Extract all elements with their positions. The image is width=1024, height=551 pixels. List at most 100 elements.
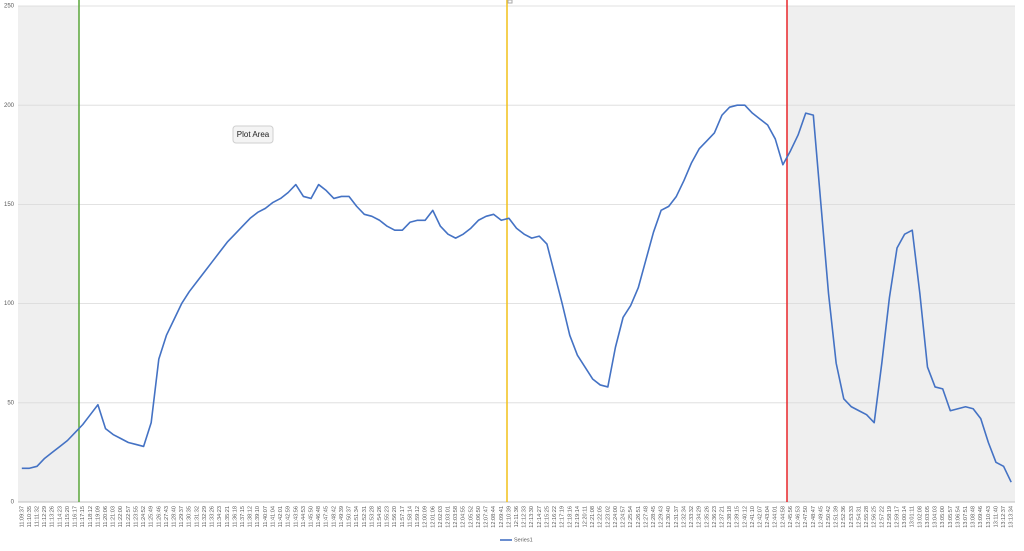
x-tick-label: 12:46:53 xyxy=(796,506,802,528)
x-tick-label: 11:56:20 xyxy=(392,506,398,527)
x-tick-label: 11:48:42 xyxy=(331,506,337,527)
x-tick-label: 11:52:31 xyxy=(362,506,368,527)
x-tick-label: 11:33:26 xyxy=(210,506,216,527)
x-tick-label: 11:42:01 xyxy=(278,506,284,527)
y-tick-label: 50 xyxy=(7,400,14,406)
x-tick-label: 11:58:14 xyxy=(407,506,413,527)
y-tick-label: 0 xyxy=(11,500,15,506)
x-tick-label: 12:27:48 xyxy=(643,506,649,528)
x-tick-label: 12:34:29 xyxy=(697,506,703,528)
x-tick-label: 12:59:17 xyxy=(895,506,901,528)
x-tick-label: 13:04:03 xyxy=(933,506,939,528)
x-tick-label: 11:19:09 xyxy=(95,506,101,527)
tooltip-box xyxy=(232,125,274,144)
x-tick-label: 11:32:29 xyxy=(202,506,208,527)
x-tick-label: 11:49:39 xyxy=(339,506,345,527)
x-tick-label: 13:05:00 xyxy=(940,506,946,528)
x-tick-label: 13:11:40 xyxy=(993,506,999,527)
x-tick-label: 12:50:42 xyxy=(826,506,832,528)
x-tick-label: 11:10:35 xyxy=(27,506,33,527)
x-tick-label: 12:42:07 xyxy=(758,506,764,528)
x-tick-label: 12:52:36 xyxy=(841,506,847,528)
x-tick-label: 11:53:28 xyxy=(369,506,375,527)
x-tick-label: 11:30:35 xyxy=(187,506,193,527)
x-tick-label: 11:54:26 xyxy=(377,506,383,527)
x-tick-label: 11:22:00 xyxy=(118,506,124,527)
x-tick-label: 12:44:58 xyxy=(780,506,786,528)
x-tick-label: 11:23:55 xyxy=(133,506,139,527)
x-tick-label: 11:50:37 xyxy=(347,506,353,527)
x-tick-label: 11:11:32 xyxy=(35,506,41,527)
x-tick-label: 11:35:21 xyxy=(225,506,231,527)
x-tick-label: 11:13:26 xyxy=(50,506,56,527)
x-tick-label: 12:10:39 xyxy=(506,506,512,528)
x-tick-label: 12:58:19 xyxy=(887,506,893,528)
x-tick-label: 12:13:30 xyxy=(529,506,535,528)
x-tick-label: 12:49:45 xyxy=(818,506,824,528)
x-tick-label: 13:00:14 xyxy=(902,506,908,528)
x-tick-label: 12:16:22 xyxy=(552,506,558,528)
x-tick-label: 12:25:54 xyxy=(628,506,634,528)
resize-handle[interactable] xyxy=(507,0,513,4)
y-tick-label: 200 xyxy=(4,103,15,109)
x-tick-label: 12:04:55 xyxy=(461,506,467,528)
x-tick-label: 11:45:50 xyxy=(308,506,314,527)
x-tick-label: 12:02:03 xyxy=(438,506,444,528)
x-tick-label: 11:21:03 xyxy=(111,506,117,527)
x-tick-label: 12:39:15 xyxy=(735,506,741,528)
x-tick-label: 11:36:18 xyxy=(232,506,238,527)
x-tick-label: 12:24:00 xyxy=(613,506,619,528)
x-tick-label: 12:21:08 xyxy=(590,506,596,528)
x-tick-label: 11:26:46 xyxy=(156,506,162,527)
y-tick-label: 250 xyxy=(4,4,15,10)
x-tick-label: 13:13:34 xyxy=(1009,506,1015,528)
x-tick-label: 11:15:20 xyxy=(65,506,71,527)
x-tick-label: 12:15:25 xyxy=(544,506,550,528)
x-tick-label: 12:45:56 xyxy=(788,506,794,528)
x-tick-label: 12:14:27 xyxy=(537,506,543,528)
x-tick-label: 12:47:50 xyxy=(803,506,809,528)
x-tick-label: 13:06:54 xyxy=(955,506,961,528)
x-tick-label: 12:03:58 xyxy=(453,506,459,528)
x-tick-label: 13:10:43 xyxy=(986,506,992,528)
x-tick-label: 11:09:37 xyxy=(19,506,25,527)
x-tick-label: 12:51:39 xyxy=(834,506,840,528)
x-tick-label: 11:27:43 xyxy=(164,506,170,527)
x-tick-label: 12:37:21 xyxy=(719,506,725,528)
legend-label: Series1 xyxy=(514,537,533,543)
x-tick-label: 12:26:51 xyxy=(636,506,642,528)
x-tick-label: 12:18:16 xyxy=(567,506,573,528)
x-tick-label: 11:34:23 xyxy=(217,506,223,527)
x-tick-label: 11:47:45 xyxy=(324,506,330,527)
y-tick-label: 150 xyxy=(4,202,15,208)
x-tick-label: 12:17:19 xyxy=(560,506,566,528)
x-tick-label: 11:51:34 xyxy=(354,506,360,527)
y-tick-label: 100 xyxy=(4,301,15,307)
x-tick-label: 11:41:04 xyxy=(270,506,276,527)
x-tick-label: 11:20:06 xyxy=(103,506,109,527)
x-tick-label: 11:22:57 xyxy=(126,506,132,527)
x-tick-label: 11:42:59 xyxy=(286,506,292,527)
x-tick-label: 12:08:44 xyxy=(491,506,497,528)
tooltip: Plot Area xyxy=(237,130,270,139)
x-tick-label: 13:01:11 xyxy=(910,506,916,527)
x-tick-label: 12:23:02 xyxy=(605,506,611,528)
x-tick-label: 13:07:51 xyxy=(963,506,969,528)
x-tick-label: 11:59:12 xyxy=(415,506,421,527)
x-tick-label: 12:28:45 xyxy=(651,506,657,528)
x-tick-label: 11:17:15 xyxy=(80,506,86,527)
x-tick-label: 12:44:01 xyxy=(773,506,779,528)
x-tick-label: 11:31:32 xyxy=(194,506,200,527)
x-tick-label: 12:31:37 xyxy=(674,506,680,528)
shaded-region xyxy=(787,6,1015,502)
x-tick-label: 12:55:28 xyxy=(864,506,870,528)
x-tick-label: 12:33:32 xyxy=(689,506,695,528)
x-tick-label: 12:11:36 xyxy=(514,506,520,527)
x-tick-label: 13:03:05 xyxy=(925,506,931,528)
x-tick-label: 12:24:57 xyxy=(621,506,627,528)
x-tick-label: 12:00:09 xyxy=(423,506,429,528)
x-tick-label: 12:41:10 xyxy=(750,506,756,528)
x-tick-label: 13:02:08 xyxy=(917,506,923,528)
x-tick-label: 11:37:15 xyxy=(240,506,246,527)
x-tick-label: 11:44:53 xyxy=(301,506,307,527)
